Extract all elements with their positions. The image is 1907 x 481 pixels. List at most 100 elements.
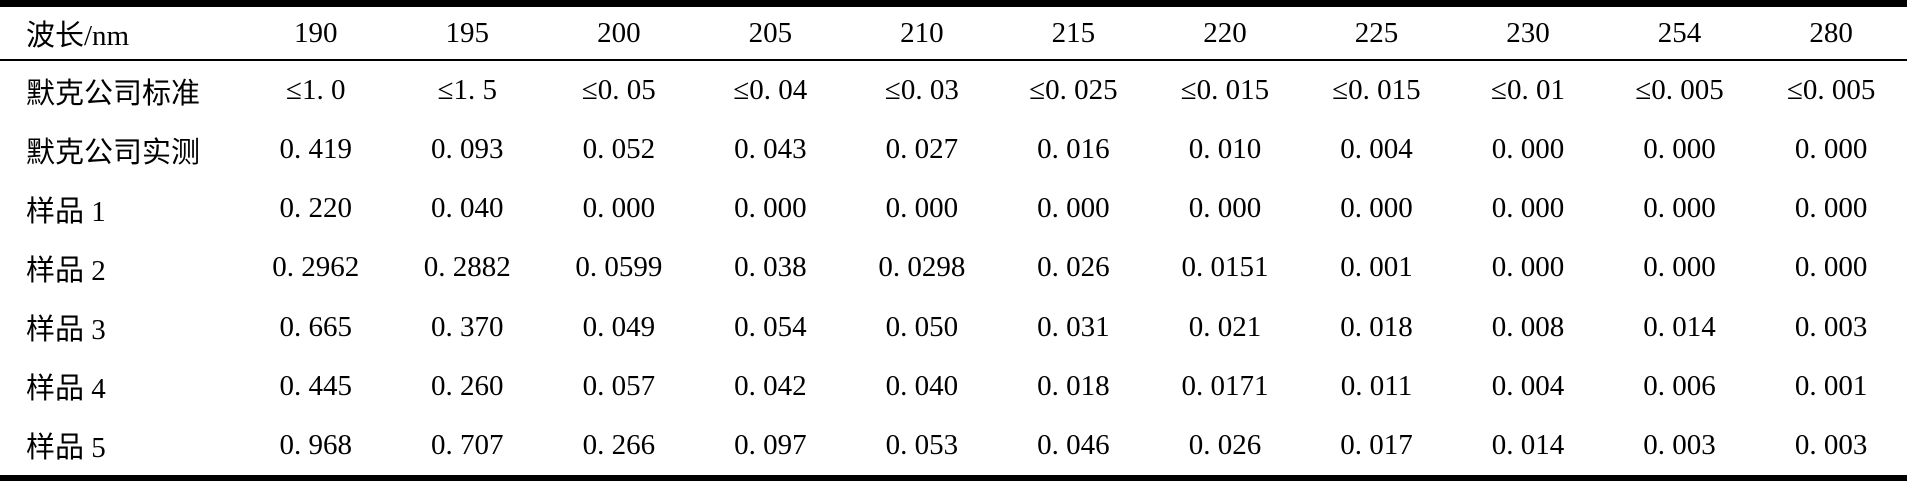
table-row: 样品 1 0. 220 0. 040 0. 000 0. 000 0. 000 0. 000…: [0, 179, 1907, 238]
data-cell: 0. 053: [885, 428, 959, 461]
table-row: 默克公司实测 0. 419 0. 093 0. 052 0. 043 0. 027 0. 0…: [0, 120, 1907, 179]
data-cell: 0. 2882: [423, 251, 511, 284]
header-cell-wavelength: 195: [391, 7, 544, 61]
data-cell: 0. 042: [734, 369, 807, 402]
data-cell: 0. 2962: [272, 251, 360, 284]
data-cell: 0. 021: [1188, 310, 1262, 343]
data-cell: 0. 026: [1037, 251, 1110, 284]
data-cell: 0. 016: [1037, 133, 1110, 166]
data-cell: 0. 010: [1188, 133, 1262, 166]
data-cell: 0. 000: [1794, 192, 1868, 225]
data-cell: 0. 049: [582, 310, 656, 343]
data-cell: 0. 003: [1794, 428, 1868, 461]
header-cell-wavelength: 215: [997, 7, 1150, 61]
data-cell: ≤0. 015: [1332, 74, 1421, 107]
data-cell: 0. 003: [1794, 310, 1868, 343]
header-cell-wavelength: 200: [543, 7, 695, 61]
table-row: 样品 4 0. 445 0. 260 0. 057 0. 042 0. 040 0. 018…: [0, 357, 1907, 416]
data-cell: 0. 266: [582, 428, 656, 461]
data-cell: 0. 052: [582, 133, 656, 166]
data-cell: ≤1. 0: [286, 74, 346, 107]
data-cell: ≤0. 005: [1635, 74, 1724, 107]
data-cell: 0. 001: [1794, 369, 1868, 402]
table-row: 默克公司标准 ≤1. 0 ≤1. 5 ≤0. 05 ≤0. 04 ≤0. 03 ≤0. 02…: [0, 60, 1907, 120]
data-cell: 0. 000: [1491, 133, 1565, 166]
data-cell: 0. 000: [1643, 251, 1716, 284]
data-cell: ≤0. 015: [1180, 74, 1270, 107]
data-cell: ≤0. 025: [1029, 74, 1118, 107]
data-cell: 0. 0171: [1181, 369, 1269, 402]
header-cell-wavelength: 225: [1300, 7, 1453, 61]
header-label-wavelength-nm: 波长/nm: [0, 7, 240, 61]
table-row: 样品 5 0. 968 0. 707 0. 266 0. 097 0. 053 0. 046…: [0, 416, 1907, 475]
data-cell: ≤0. 005: [1786, 74, 1876, 107]
data-cell: 0. 000: [1491, 192, 1565, 225]
wavelength-absorbance-table: 波长/nm 190 195 200 205 210 215 220 225 230 254 280 …: [0, 7, 1907, 475]
data-cell: 0. 011: [1340, 369, 1413, 402]
data-cell: 0. 000: [582, 192, 656, 225]
data-cell: 0. 000: [1794, 133, 1868, 166]
table-row: 样品 2 0. 2962 0. 2882 0. 0599 0. 038 0. 0298 0.…: [0, 238, 1907, 297]
data-cell: 0. 050: [885, 310, 959, 343]
data-cell: 0. 968: [279, 428, 353, 461]
row-label: 默克公司标准: [26, 77, 201, 110]
data-cell: 0. 014: [1491, 428, 1565, 461]
data-cell: 0. 038: [734, 251, 807, 284]
header-row: 波长/nm 190 195 200 205 210 215 220 225 230 254 280: [0, 7, 1907, 61]
table-head: 波长/nm 190 195 200 205 210 215 220 225 230 254 280: [0, 7, 1907, 61]
data-cell: 0. 006: [1643, 369, 1716, 402]
data-cell: 0. 000: [1340, 192, 1413, 225]
data-cell: 0. 014: [1643, 310, 1716, 343]
data-cell: 0. 004: [1491, 369, 1565, 402]
data-cell: 0. 093: [431, 133, 504, 166]
table-body: 默克公司标准 ≤1. 0 ≤1. 5 ≤0. 05 ≤0. 04 ≤0. 03 ≤0. 02…: [0, 60, 1907, 475]
data-cell: 0. 018: [1037, 369, 1110, 402]
data-cell: 0. 040: [431, 192, 504, 225]
data-cell: ≤0. 03: [884, 74, 959, 107]
data-cell: ≤0. 04: [733, 74, 808, 107]
header-cell-wavelength: 230: [1452, 7, 1604, 61]
data-cell: 0. 000: [734, 192, 807, 225]
data-cell: 0. 419: [279, 133, 353, 166]
data-cell: 0. 001: [1340, 251, 1413, 284]
data-cell: 0. 0151: [1181, 251, 1269, 284]
data-cell: 0. 017: [1340, 428, 1413, 461]
header-cell-wavelength: 220: [1149, 7, 1301, 61]
data-cell: ≤0. 01: [1491, 74, 1565, 107]
data-cell: 0. 0599: [575, 251, 663, 284]
data-cell: 0. 707: [431, 428, 504, 461]
row-label: 样品 5: [26, 432, 106, 465]
data-cell: 0. 370: [431, 310, 504, 343]
data-cell: ≤0. 05: [581, 74, 656, 107]
data-cell: 0. 000: [885, 192, 959, 225]
data-cell: 0. 004: [1340, 133, 1413, 166]
data-cell: 0. 026: [1188, 428, 1262, 461]
header-cell-wavelength: 210: [846, 7, 998, 61]
data-cell: 0. 000: [1037, 192, 1110, 225]
data-cell: 0. 0298: [878, 251, 966, 284]
data-cell: 0. 040: [885, 369, 959, 402]
data-cell: 0. 008: [1491, 310, 1565, 343]
data-cell: 0. 031: [1037, 310, 1110, 343]
data-cell: 0. 665: [279, 310, 353, 343]
data-cell: 0. 445: [279, 369, 353, 402]
row-label: 默克公司实测: [26, 136, 201, 169]
header-cell-wavelength: 190: [240, 7, 392, 61]
data-cell: 0. 054: [734, 310, 807, 343]
row-label: 样品 4: [26, 373, 106, 406]
header-cell-wavelength: 280: [1755, 7, 1907, 61]
data-cell: 0. 027: [885, 133, 959, 166]
data-cell: 0. 000: [1794, 251, 1868, 284]
data-cell: 0. 260: [431, 369, 504, 402]
table-row: 样品 3 0. 665 0. 370 0. 049 0. 054 0. 050 0. 031…: [0, 298, 1907, 357]
data-cell: 0. 220: [279, 192, 353, 225]
data-cell: 0. 000: [1188, 192, 1262, 225]
row-label: 样品 2: [26, 254, 106, 287]
data-cell: 0. 057: [582, 369, 656, 402]
data-cell: 0. 046: [1037, 428, 1110, 461]
data-cell: 0. 000: [1491, 251, 1565, 284]
data-cell: 0. 000: [1643, 133, 1716, 166]
row-label: 样品 3: [26, 314, 106, 347]
